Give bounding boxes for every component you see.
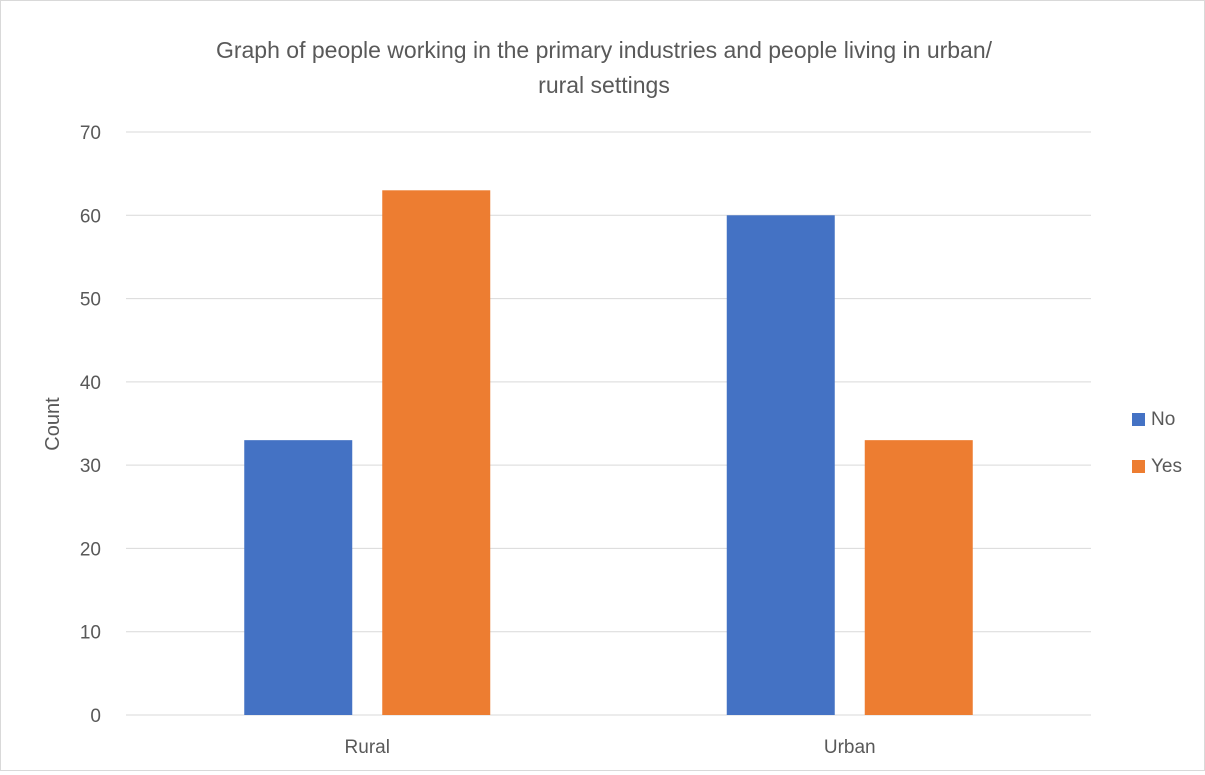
y-tick-label: 0 [90,706,101,727]
x-tick-label-urban: Urban [824,737,876,758]
y-axis-tick-labels: 0 10 20 30 40 50 60 70 [80,123,101,727]
bar-no-rural [244,440,353,715]
bars [244,190,973,716]
y-tick-label: 70 [80,123,101,144]
legend-swatch-yes [1132,460,1145,473]
x-tick-label-rural: Rural [345,737,390,758]
bar-yes-urban [864,440,973,715]
legend-swatch-no [1132,413,1145,426]
y-tick-label: 20 [80,539,101,560]
chart-title-line-2: rural settings [538,72,670,98]
y-tick-label: 10 [80,623,101,644]
chart-title: Graph of people working in the primary i… [216,37,993,98]
y-tick-label: 60 [80,206,101,227]
y-tick-label: 40 [80,373,101,394]
y-tick-label: 30 [80,456,101,477]
bar-yes-rural [382,190,491,716]
y-axis-label: Count [42,397,64,451]
chart-title-line-1: Graph of people working in the primary i… [216,37,993,63]
legend-label-no: No [1151,409,1175,430]
y-tick-label: 50 [80,290,101,311]
legend: No Yes [1132,409,1182,477]
x-axis-tick-labels: Rural Urban [345,737,876,758]
legend-label-yes: Yes [1151,456,1182,477]
bar-no-urban [726,215,835,716]
